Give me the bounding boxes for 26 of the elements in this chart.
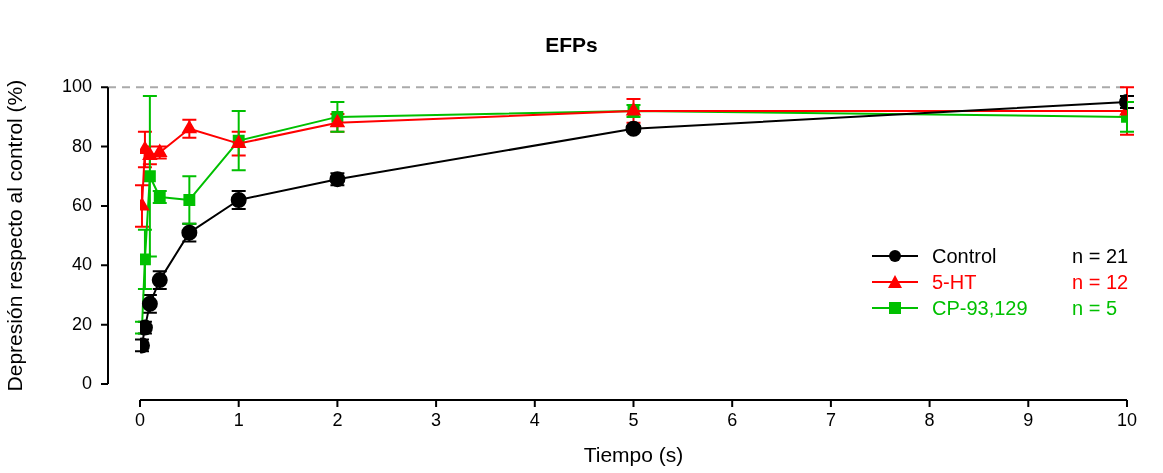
x-tick-label: 2 [332, 409, 343, 430]
x-tick-label: 1 [233, 409, 244, 430]
x-tick-label: 0 [134, 409, 146, 430]
chart-title: EFPs [545, 33, 598, 57]
x-tick-label: 9 [1023, 409, 1034, 430]
x-tick-label: 4 [529, 409, 540, 430]
y-axis-title: Depresión respecto al control (%) [3, 79, 27, 392]
x-tick-label: 7 [825, 409, 836, 430]
x-tick-label: 10 [1116, 409, 1137, 430]
y-tick-label: 60 [71, 194, 92, 215]
x-tick-label: 3 [431, 409, 442, 430]
y-tick-label: 20 [71, 313, 92, 334]
x-axis-title: Tiempo (s) [583, 443, 684, 467]
x-tick-label: 5 [628, 409, 639, 430]
legend-label: 5-HT [932, 270, 978, 294]
x-tick-label: 8 [924, 409, 935, 430]
y-tick-label: 100 [61, 76, 92, 97]
legend-label: CP-93,129 [932, 296, 1029, 320]
x-tick-label: 6 [727, 409, 738, 430]
y-tick-label: 40 [71, 254, 92, 275]
annotation: n = 21 [1072, 244, 1129, 268]
annotation: n = 12 [1072, 270, 1129, 294]
annotation: n = 5 [1072, 296, 1118, 320]
y-tick-label: 80 [71, 135, 92, 156]
legend-label: Control [932, 244, 998, 268]
y-tick-label: 0 [81, 372, 92, 393]
